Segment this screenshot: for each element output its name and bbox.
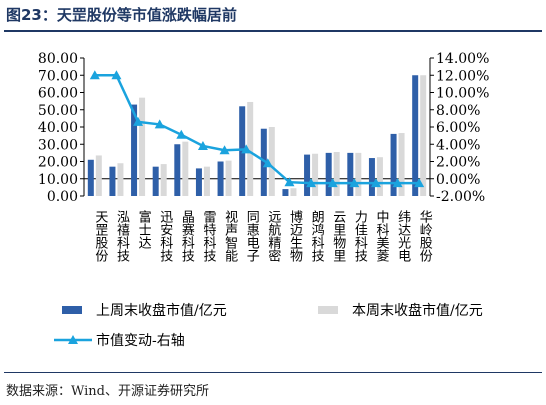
line-point-marker bbox=[284, 177, 295, 187]
bar-prev-week bbox=[109, 166, 116, 196]
y-right-tick-label: 12.00% bbox=[436, 68, 489, 84]
line-point-marker bbox=[89, 70, 100, 80]
x-category-label: 朗鸿科技 bbox=[309, 210, 325, 262]
bar-prev-week bbox=[131, 104, 138, 196]
title-divider bbox=[4, 30, 542, 32]
x-category-label: 中科美菱 bbox=[373, 210, 389, 262]
line-series-path bbox=[94, 74, 420, 185]
bar-prev-week bbox=[368, 158, 375, 196]
bar-curr-week bbox=[225, 160, 232, 196]
x-category-label: 天罡股份 bbox=[92, 210, 108, 262]
bar-curr-week bbox=[376, 157, 383, 196]
legend-swatch bbox=[62, 306, 82, 314]
x-category-label: 纬达光电 bbox=[395, 210, 411, 262]
chart-title: 图23：天罡股份等市值涨跌幅居前 bbox=[6, 6, 237, 24]
y-right-tick-label: 6.00% bbox=[436, 120, 480, 136]
line-point-marker bbox=[327, 178, 338, 188]
line-point-marker bbox=[219, 145, 230, 155]
line-point-marker bbox=[306, 178, 317, 188]
bar-prev-week bbox=[412, 75, 419, 196]
x-category-label: 雷特科技 bbox=[200, 210, 216, 262]
y-right-tick-label: 4.00% bbox=[436, 137, 480, 153]
x-category-label: 富士达 bbox=[136, 209, 152, 250]
line-point-marker bbox=[154, 119, 165, 129]
bar-prev-week bbox=[217, 161, 224, 196]
chart-svg: 0.0010.0020.0030.0040.0050.0060.0070.008… bbox=[38, 51, 489, 349]
y-right-tick-label: -2.00% bbox=[436, 189, 485, 205]
bar-curr-week bbox=[420, 75, 427, 196]
bar-prev-week bbox=[260, 128, 267, 196]
bar-prev-week bbox=[390, 133, 397, 196]
x-category-label: 同惠电子 bbox=[244, 210, 260, 262]
legend-swatch bbox=[318, 306, 338, 314]
x-category-label: 远航精密 bbox=[265, 210, 281, 262]
line-point-marker bbox=[111, 70, 122, 80]
source-note: 数据来源：Wind、开源证券研究所 bbox=[6, 384, 209, 399]
bar-curr-week bbox=[95, 155, 102, 196]
line-point-marker bbox=[414, 178, 425, 188]
bar-prev-week bbox=[282, 189, 289, 196]
bar-curr-week bbox=[117, 163, 124, 196]
bar-curr-week bbox=[398, 133, 405, 196]
bar-curr-week bbox=[268, 127, 275, 196]
x-category-label: 晶赛科技 bbox=[179, 210, 195, 262]
bar-prev-week bbox=[325, 152, 332, 196]
bar-curr-week bbox=[333, 152, 340, 196]
line-point-marker bbox=[133, 116, 144, 126]
y-left-tick-label: 70.00 bbox=[38, 68, 78, 84]
y-left-tick-label: 0.00 bbox=[47, 189, 78, 205]
y-left-tick-label: 80.00 bbox=[38, 51, 78, 67]
bars-group bbox=[87, 75, 427, 196]
x-category-label: 视声智能 bbox=[222, 210, 238, 262]
x-category-label: 博迈生物 bbox=[287, 210, 303, 263]
y-left-tick-label: 20.00 bbox=[38, 155, 78, 171]
legend-label: 本周末收盘市值/亿元 bbox=[352, 302, 483, 319]
y-left-tick-label: 30.00 bbox=[38, 137, 78, 153]
x-category-label: 华岭股份 bbox=[417, 210, 433, 262]
bar-prev-week bbox=[304, 154, 311, 196]
line-point-marker bbox=[349, 178, 360, 188]
bar-prev-week bbox=[195, 168, 202, 196]
line-point-marker bbox=[176, 129, 187, 139]
x-category-label: 迅安科技 bbox=[157, 210, 173, 262]
bar-prev-week bbox=[87, 159, 94, 196]
legend-line-marker bbox=[68, 335, 78, 344]
line-point-marker bbox=[241, 144, 252, 154]
footer-divider bbox=[4, 372, 542, 373]
labels-group: 0.0010.0020.0030.0040.0050.0060.0070.008… bbox=[38, 51, 489, 263]
line-point-marker bbox=[262, 158, 273, 168]
legend-label: 上周末收盘市值/亿元 bbox=[96, 302, 227, 319]
y-right-tick-label: 14.00% bbox=[436, 51, 489, 67]
x-category-label: 云里物里 bbox=[330, 210, 346, 262]
bar-curr-week bbox=[182, 141, 189, 196]
line-point-marker bbox=[197, 140, 208, 150]
bar-curr-week bbox=[355, 152, 362, 196]
y-left-tick-label: 60.00 bbox=[38, 86, 78, 102]
x-category-label: 力佳科技 bbox=[352, 210, 368, 262]
line-point-marker bbox=[370, 178, 381, 188]
x-category-label: 泓禧科技 bbox=[114, 210, 130, 262]
line-group bbox=[89, 70, 425, 188]
y-right-tick-label: 8.00% bbox=[436, 103, 480, 119]
y-left-tick-label: 50.00 bbox=[38, 103, 78, 119]
y-right-tick-label: 0.00% bbox=[436, 172, 480, 188]
bar-prev-week bbox=[174, 144, 181, 196]
y-left-tick-label: 40.00 bbox=[38, 120, 78, 136]
line-point-marker bbox=[392, 178, 403, 188]
bar-prev-week bbox=[239, 106, 246, 196]
bar-prev-week bbox=[347, 152, 354, 196]
bar-curr-week bbox=[203, 166, 210, 196]
bar-curr-week bbox=[312, 153, 319, 196]
y-left-tick-label: 10.00 bbox=[38, 172, 78, 188]
y-right-tick-label: 10.00% bbox=[436, 86, 489, 102]
legend-label: 市值变动-右轴 bbox=[96, 332, 185, 349]
bar-prev-week bbox=[152, 166, 159, 196]
bar-curr-week bbox=[290, 188, 297, 196]
bar-curr-week bbox=[160, 164, 167, 196]
bar-curr-week bbox=[139, 97, 146, 196]
y-right-tick-label: 2.00% bbox=[436, 155, 480, 171]
bar-curr-week bbox=[247, 101, 254, 196]
